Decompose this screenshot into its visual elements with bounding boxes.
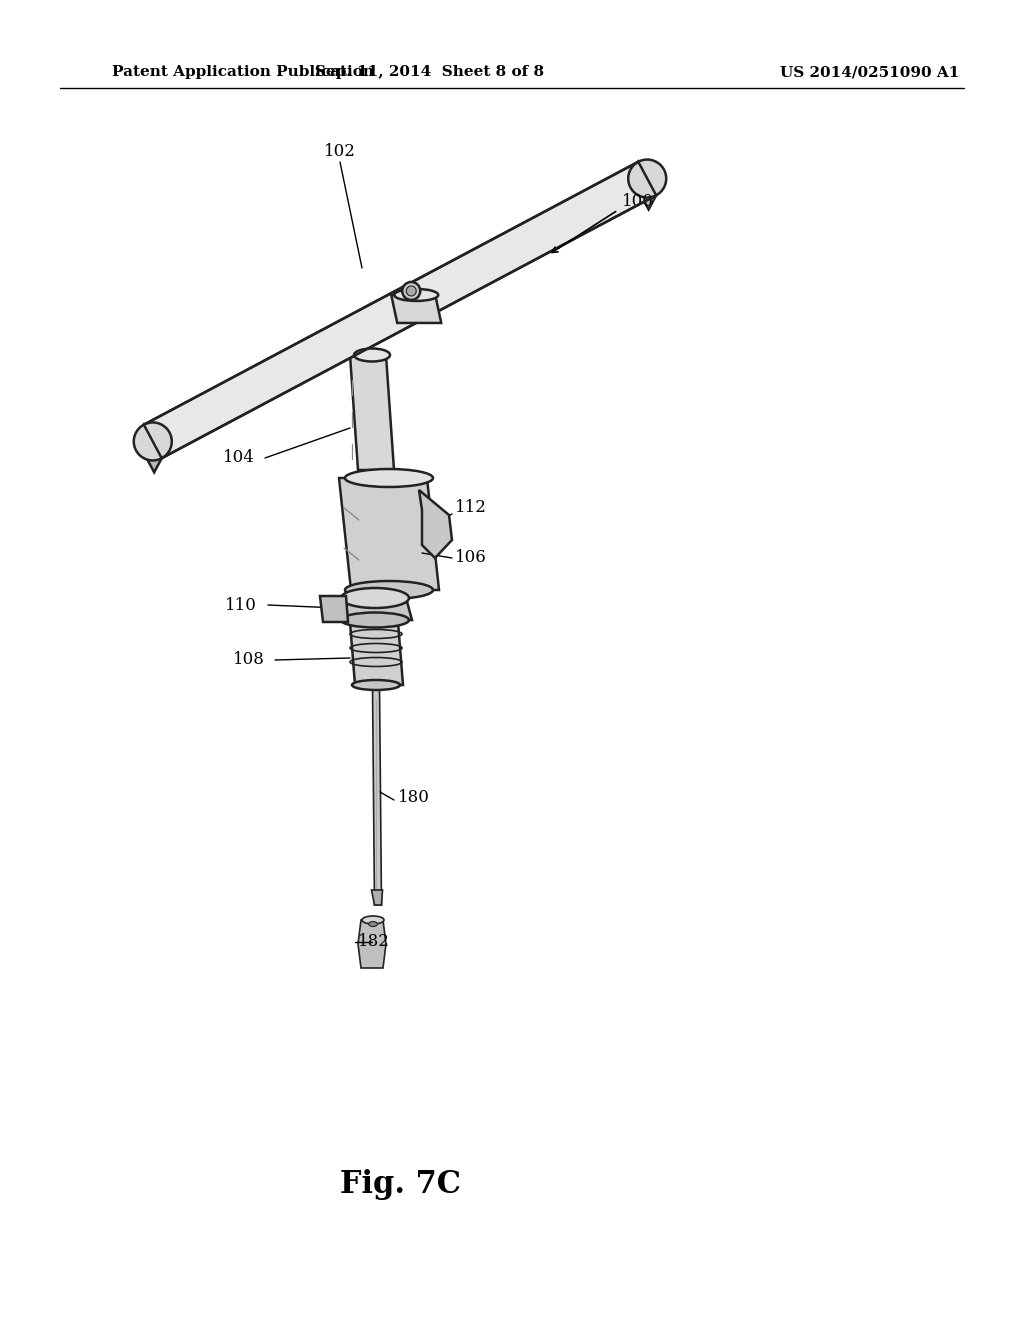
- Ellipse shape: [341, 587, 409, 609]
- Ellipse shape: [352, 680, 400, 690]
- Text: 182: 182: [358, 933, 390, 950]
- Polygon shape: [373, 685, 382, 906]
- Text: 100: 100: [622, 194, 654, 210]
- Text: 106: 106: [455, 549, 486, 566]
- Polygon shape: [350, 355, 394, 470]
- Polygon shape: [631, 162, 656, 210]
- Circle shape: [134, 422, 172, 461]
- Ellipse shape: [369, 921, 378, 927]
- Polygon shape: [319, 597, 348, 622]
- Ellipse shape: [352, 616, 400, 627]
- Text: US 2014/0251090 A1: US 2014/0251090 A1: [780, 65, 959, 79]
- Ellipse shape: [362, 916, 384, 924]
- Polygon shape: [338, 598, 412, 620]
- Text: Patent Application Publication: Patent Application Publication: [112, 65, 374, 79]
- Text: Fig. 7C: Fig. 7C: [340, 1170, 461, 1200]
- Ellipse shape: [354, 348, 390, 362]
- Ellipse shape: [394, 289, 438, 301]
- Text: 108: 108: [233, 652, 265, 668]
- Ellipse shape: [345, 581, 433, 599]
- Text: 102: 102: [324, 144, 356, 161]
- Text: 110: 110: [225, 597, 257, 614]
- Ellipse shape: [341, 612, 409, 627]
- Polygon shape: [143, 162, 656, 458]
- Text: 180: 180: [398, 789, 430, 807]
- Polygon shape: [419, 490, 452, 558]
- Ellipse shape: [345, 469, 433, 487]
- Polygon shape: [358, 920, 386, 968]
- Circle shape: [402, 282, 420, 300]
- Text: Sep. 11, 2014  Sheet 8 of 8: Sep. 11, 2014 Sheet 8 of 8: [315, 65, 545, 79]
- Polygon shape: [372, 890, 383, 906]
- Polygon shape: [350, 622, 403, 685]
- Polygon shape: [136, 425, 162, 473]
- Polygon shape: [339, 478, 439, 590]
- Text: 104: 104: [223, 450, 255, 466]
- Circle shape: [629, 160, 667, 198]
- Circle shape: [407, 286, 416, 296]
- Text: 112: 112: [455, 499, 486, 516]
- Polygon shape: [391, 294, 441, 323]
